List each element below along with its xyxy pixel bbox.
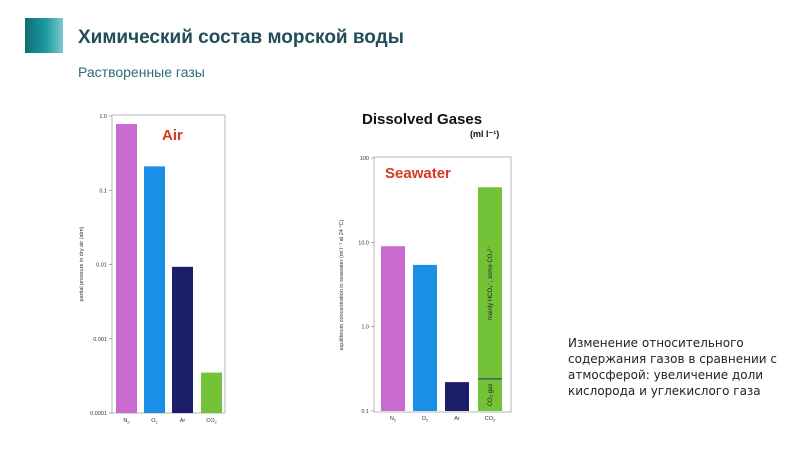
air-y-tick-label: 0.01: [96, 263, 107, 269]
dissolved-gases-heading: Dissolved Gases: [362, 111, 482, 128]
air-category-label: N2: [123, 418, 130, 425]
air-y-tick-label: 0.001: [93, 337, 107, 343]
co2-annotation-lower: CO₂ gas: [488, 384, 494, 407]
air-y-tick-label: 0.0001: [90, 411, 107, 417]
seawater-title: Seawater: [385, 165, 451, 182]
sea-bar-o2: [413, 264, 437, 411]
seawater-y-axis-label: equilibrium concentration in seawater (m…: [339, 219, 345, 350]
slide-title: Химический состав морской воды: [78, 27, 404, 48]
title-accent-block: [25, 18, 63, 53]
air-y-axis-label: partial pressure in dry air (atm): [79, 226, 85, 301]
sea-y-tick-label: 10.0: [358, 240, 369, 246]
co2-annotation-upper: mainly HCO₃⁻, some CO₃²⁻: [488, 246, 494, 320]
sea-category-label: Ar: [454, 416, 460, 422]
sea-y-tick-label: 1.0: [361, 325, 369, 331]
air-bar-n2: [116, 124, 137, 414]
air-bar-co2: [201, 372, 222, 413]
sea-bar-ar: [445, 382, 469, 411]
seawater-plot-frame: [373, 156, 512, 413]
air-bar-ar: [172, 266, 193, 413]
air-plot-frame: [111, 114, 226, 414]
air-y-tick-label: 0.1: [99, 188, 107, 194]
comparison-note: Изменение относительного содержания газо…: [568, 336, 777, 398]
sea-bar-co2: [478, 187, 502, 411]
dissolved-gases-unit: (ml l⁻¹): [470, 129, 499, 139]
air-category-label: CO2: [206, 418, 217, 425]
slide-subtitle: Растворенные газы: [78, 64, 205, 80]
sea-bar-n2: [381, 246, 405, 411]
sea-y-tick-label: 0.1: [361, 409, 369, 415]
air-category-label: Ar: [180, 418, 186, 424]
air-bar-o2: [144, 166, 165, 413]
sea-category-label: N2: [390, 416, 397, 423]
air-title: Air: [162, 127, 183, 144]
sea-category-label: O2: [422, 416, 429, 423]
air-category-label: O2: [151, 418, 158, 425]
sea-y-tick-label: 100: [360, 156, 369, 162]
air-y-tick-label: 1.0: [99, 114, 107, 120]
sea-category-label: CO2: [485, 416, 496, 423]
